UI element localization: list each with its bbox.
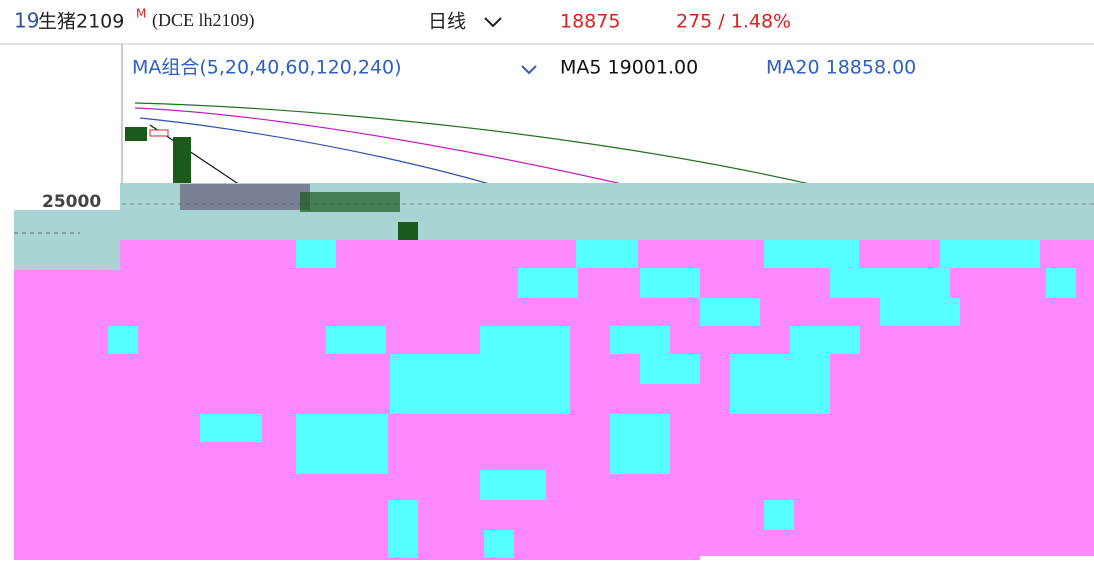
ma-selector[interactable]: MA组合(5,20,40,60,120,240) <box>132 57 402 79</box>
render-artifact <box>296 414 388 474</box>
render-artifact <box>1046 268 1076 298</box>
render-artifact <box>700 298 760 326</box>
candle <box>149 129 169 137</box>
contract: (DCE lh2109) <box>152 10 255 31</box>
render-artifact <box>180 184 310 210</box>
ma20-value: MA20 18858.00 <box>766 57 916 79</box>
render-artifact <box>640 354 700 384</box>
y-tick-label: 25000 <box>42 192 101 212</box>
render-artifact <box>108 326 138 354</box>
ma-dropdown-icon[interactable] <box>521 65 537 75</box>
symbol-name: 生猪2109 <box>38 11 124 33</box>
last-price: 18875 <box>560 11 620 33</box>
render-artifact <box>518 268 578 298</box>
render-artifact <box>296 240 336 268</box>
render-artifact <box>480 470 546 500</box>
period-dropdown-icon[interactable] <box>484 17 502 28</box>
render-artifact <box>610 414 670 474</box>
render-artifact <box>790 326 860 354</box>
render-artifact <box>640 268 700 298</box>
render-artifact <box>576 240 638 268</box>
render-artifact <box>940 240 1040 268</box>
symbol-code: 19 <box>14 9 39 33</box>
render-artifact <box>700 556 1094 561</box>
period-selector[interactable]: 日线 <box>428 11 466 33</box>
candle <box>125 127 147 141</box>
render-artifact <box>14 240 120 270</box>
render-artifact <box>610 326 670 354</box>
render-artifact <box>388 500 418 558</box>
render-artifact <box>200 414 262 442</box>
render-artifact <box>764 500 794 530</box>
render-artifact <box>300 192 400 212</box>
price-change: 275 / 1.48% <box>676 11 791 33</box>
candle <box>398 222 418 240</box>
render-artifact <box>390 354 570 414</box>
render-artifact <box>830 268 950 298</box>
candle <box>173 137 191 185</box>
render-artifact <box>880 298 960 326</box>
render-artifact <box>730 354 830 414</box>
render-artifact <box>764 240 859 268</box>
render-artifact <box>484 530 514 558</box>
render-artifact <box>326 326 386 354</box>
symbol-superscript: M <box>136 7 146 21</box>
ma5-value: MA5 19001.00 <box>560 57 698 79</box>
render-artifact <box>480 326 570 354</box>
